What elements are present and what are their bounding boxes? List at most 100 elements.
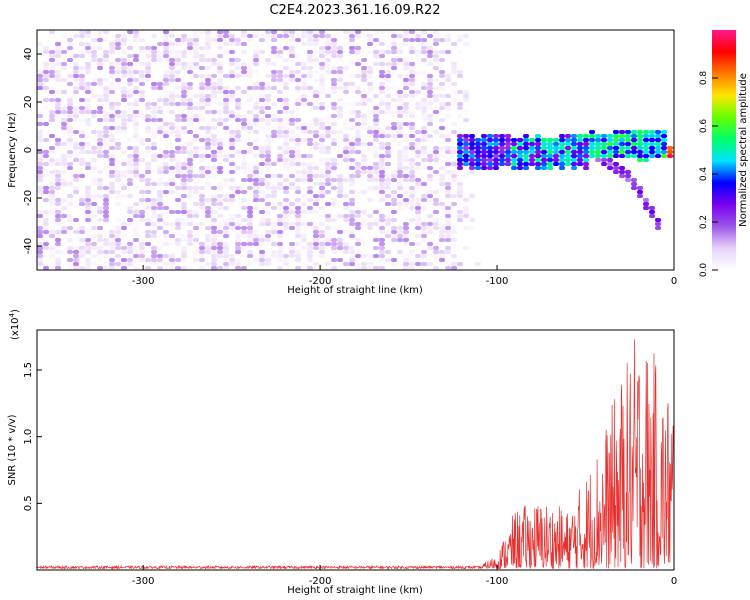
spectrogram-cell — [157, 226, 163, 230]
spectrogram-cell — [85, 102, 91, 106]
spectrogram-cell — [367, 86, 373, 90]
spectrogram-cell — [373, 38, 379, 42]
spectrogram-cell — [559, 134, 565, 138]
spectrogram-cell — [85, 50, 91, 54]
spectrogram-cell — [487, 146, 493, 150]
spectrogram-cell — [319, 106, 325, 110]
spectrogram-cell — [217, 238, 223, 242]
spectrogram-cell — [211, 94, 217, 98]
spectrogram-cell — [403, 82, 409, 86]
spectrogram-cell — [421, 114, 427, 118]
spectrogram-cell — [217, 122, 223, 126]
spectrogram-cell — [277, 218, 283, 222]
spectrogram-cell — [505, 134, 511, 138]
spectrogram-cell — [121, 74, 127, 78]
spectrogram-cell — [91, 202, 97, 206]
spectrogram-cell — [349, 258, 355, 262]
spectrogram-cell — [331, 166, 337, 170]
spectrogram-cell — [133, 222, 139, 226]
spectrogram-cell — [289, 246, 295, 250]
spectrogram-cell — [247, 74, 253, 78]
spectrogram-cell — [385, 218, 391, 222]
spectrogram-cell — [37, 82, 43, 86]
spectrogram-cell — [175, 78, 181, 82]
spectrogram-cell — [373, 122, 379, 126]
spectrogram-cell — [223, 106, 229, 110]
spectrogram-cell — [61, 154, 67, 158]
spectrogram-cell — [325, 94, 331, 98]
spectrogram-cell — [631, 138, 637, 142]
spectrogram-cell — [181, 222, 187, 226]
spectrogram-cell — [433, 150, 439, 154]
spectrogram-cell — [439, 206, 445, 210]
spectrogram-cell — [157, 50, 163, 54]
spectrogram-cell — [127, 146, 133, 150]
spectrogram-cell — [319, 34, 325, 38]
spectrogram-cell — [229, 90, 235, 94]
spectrogram-cell — [397, 126, 403, 130]
spectrogram-cell — [637, 130, 643, 134]
spectrogram-cell — [169, 210, 175, 214]
spectrogram-cell — [391, 170, 397, 174]
spectrogram-cell — [103, 126, 109, 130]
spectrogram-cell — [211, 210, 217, 214]
spectrogram-cell — [343, 30, 349, 34]
spectrogram-cell — [247, 174, 253, 178]
spectrogram-cell — [55, 74, 61, 78]
spectrogram-cell — [139, 62, 145, 66]
spectrogram-cell — [61, 230, 67, 234]
spectrogram-cell — [541, 150, 547, 154]
spectrogram-cell — [73, 154, 79, 158]
spectrogram-cell — [283, 218, 289, 222]
spectrogram-cell — [205, 238, 211, 242]
spectrogram-cell — [61, 90, 67, 94]
spectrogram-cell — [259, 258, 265, 262]
spectrogram-cell — [133, 122, 139, 126]
spectrogram-cell — [253, 58, 259, 62]
spectrogram-cell — [187, 122, 193, 126]
spectrogram-cell — [661, 138, 667, 142]
spectrogram-cell — [463, 198, 469, 202]
spectrogram-cell — [565, 134, 571, 138]
spectrogram-cell — [559, 158, 565, 162]
spectrogram-cell — [91, 246, 97, 250]
spectrogram-cell — [325, 146, 331, 150]
spectrogram-cell — [37, 234, 43, 238]
spectrogram-cell — [457, 142, 463, 146]
spectrogram-cell — [235, 190, 241, 194]
spectrogram-cell — [313, 238, 319, 242]
spectrogram-cell — [355, 30, 361, 34]
spectrogram-cell — [481, 162, 487, 166]
spectrogram-cell — [229, 178, 235, 182]
spectrogram-cell — [367, 70, 373, 74]
spectrogram-cell — [571, 146, 577, 150]
spectrogram-cell — [223, 130, 229, 134]
spectrogram-cell — [319, 234, 325, 238]
spectrogram-cell — [181, 186, 187, 190]
spectrogram-cell — [313, 174, 319, 178]
spectrogram-cell — [277, 214, 283, 218]
spectrogram-cell — [343, 146, 349, 150]
spectrogram-cell — [229, 130, 235, 134]
spectrogram-cell — [271, 118, 277, 122]
spectrogram-cell — [355, 238, 361, 242]
spectrogram-cell — [283, 254, 289, 258]
spectrogram-cell — [205, 250, 211, 254]
spectrogram-cell — [385, 142, 391, 146]
spectrogram-cell — [439, 86, 445, 90]
spectrogram-cell — [235, 170, 241, 174]
spectrogram-cell — [55, 158, 61, 162]
spectrogram-cell — [73, 178, 79, 182]
spectrogram-cell — [403, 198, 409, 202]
spectrogram-cell — [283, 106, 289, 110]
spectrogram-cell — [163, 30, 169, 34]
spectrogram-cell — [337, 50, 343, 54]
spectrogram-cell — [43, 150, 49, 154]
spectrogram-cell — [403, 238, 409, 242]
spectrogram-cell — [187, 174, 193, 178]
spectrogram-cell — [307, 138, 313, 142]
spectrogram-cell — [277, 202, 283, 206]
spectrogram-cell — [205, 38, 211, 42]
spectrogram-cell — [109, 170, 115, 174]
spectrogram-cell — [319, 230, 325, 234]
